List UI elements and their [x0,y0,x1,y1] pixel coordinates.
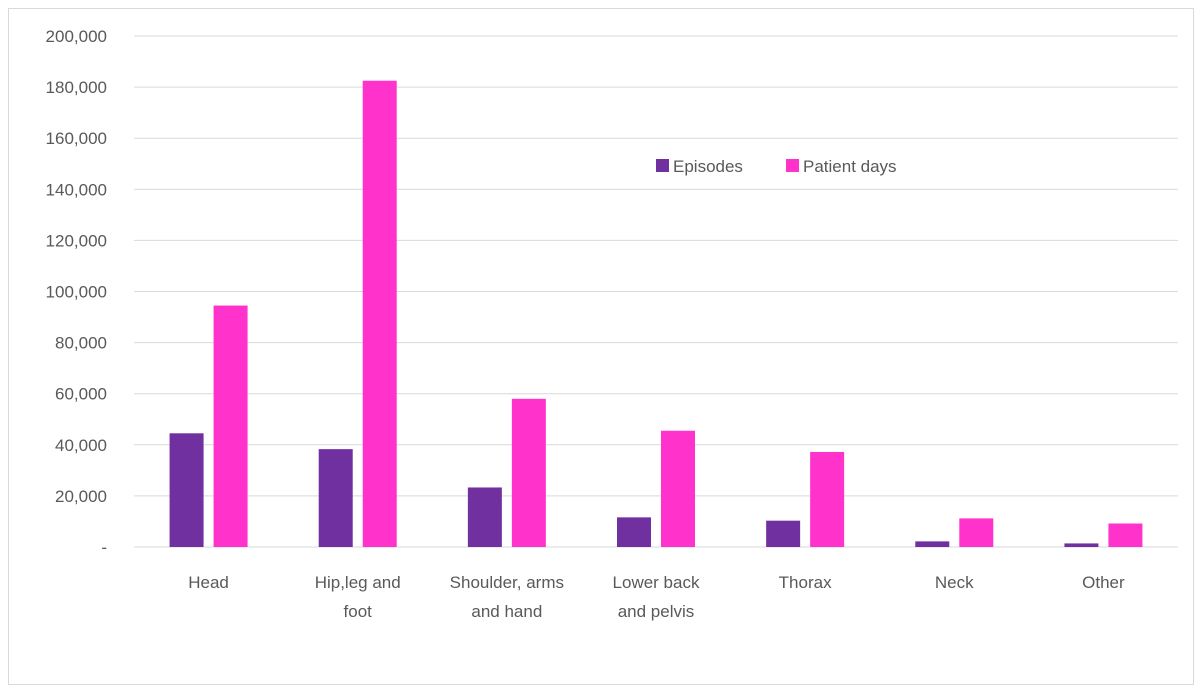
bar-episodes [1064,543,1099,547]
bar-patient-days [810,451,845,547]
y-tick-label: - [101,538,107,557]
x-category-label: Neck [935,573,974,592]
chart-frame [8,8,1194,685]
bar-episodes [467,487,502,547]
x-category-label: Other [1082,573,1125,592]
x-category-label: Thorax [779,573,832,592]
bar-patient-days [213,305,248,547]
legend-label: Patient days [803,157,897,176]
bar-episodes [318,449,353,547]
x-category-label: foot [344,602,373,621]
y-tick-label: 140,000 [46,180,107,199]
y-tick-label: 80,000 [55,334,107,353]
y-tick-label: 100,000 [46,283,107,302]
x-category-label: and hand [471,602,542,621]
bar-patient-days [511,398,546,547]
bar-patient-days [362,80,397,548]
x-category-label: Hip,leg and [315,573,401,592]
legend-swatch [786,159,799,172]
bar-episodes [169,433,204,547]
bar-patient-days [1108,523,1143,547]
bar-patient-days [661,430,695,547]
x-category-label: Head [188,573,229,592]
legend-swatch [656,159,669,172]
x-category-label: Lower back [613,573,700,592]
y-tick-label: 180,000 [46,78,107,97]
x-category-label: and pelvis [618,602,695,621]
y-tick-label: 160,000 [46,129,107,148]
bar-episodes [766,520,801,547]
y-tick-label: 40,000 [55,436,107,455]
y-tick-label: 20,000 [55,487,107,506]
y-tick-label: 200,000 [46,27,107,46]
y-tick-label: 60,000 [55,385,107,404]
legend-label: Episodes [673,157,743,176]
y-tick-label: 120,000 [46,231,107,250]
bar-patient-days [959,518,994,547]
x-category-label: Shoulder, arms [450,573,564,592]
bar-episodes [915,541,950,547]
bar-episodes [617,517,651,547]
